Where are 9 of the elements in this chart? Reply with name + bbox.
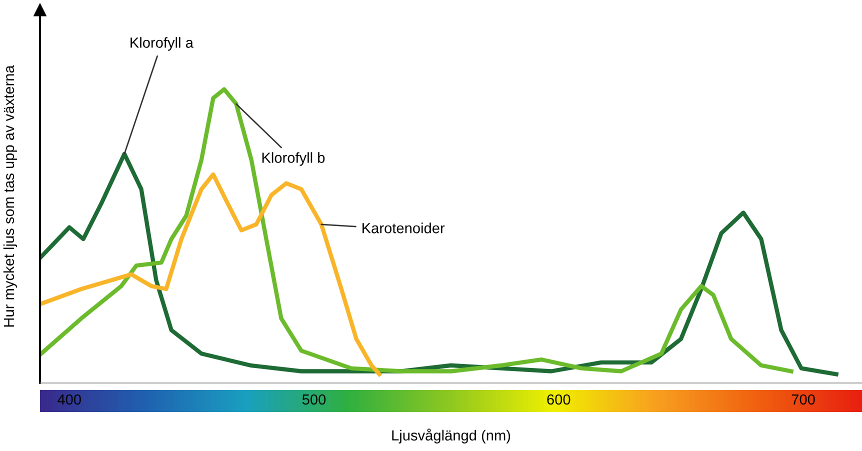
x-axis-title: Ljusvåglängd (nm) (392, 428, 510, 444)
x-tick-label: 400 (58, 394, 81, 405)
text: Karotenoider (362, 222, 445, 234)
text: Klorofyll a (130, 37, 194, 51)
x-tick-label: 500 (302, 394, 326, 405)
x-tick-label: 700 (792, 394, 815, 405)
series-label: Klorofyll b (262, 152, 325, 166)
y-axis-title: Hur mycket ljus som tas upp av växterna (3, 65, 17, 327)
x-tick-label: 600 (547, 394, 570, 405)
